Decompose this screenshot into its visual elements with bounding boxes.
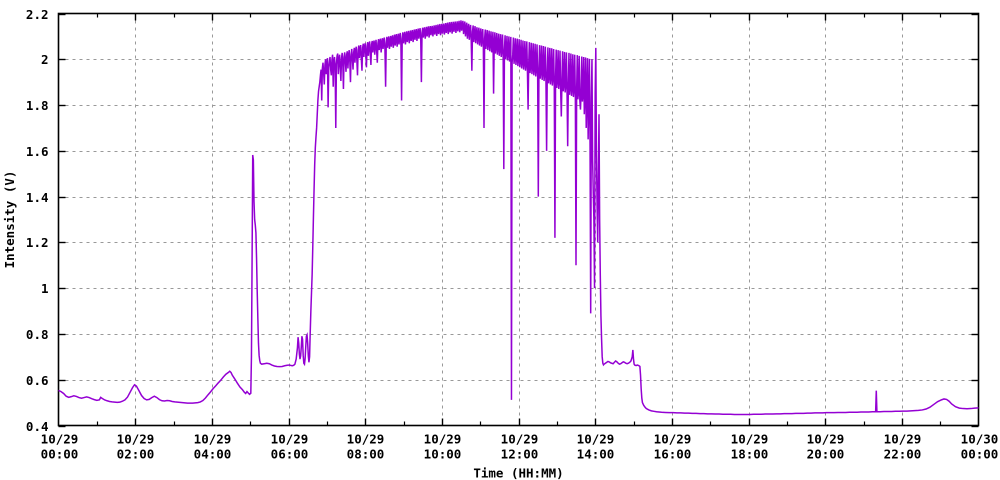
x-tick-time: 20:00 [807, 447, 845, 462]
x-tick-date: 10/29 [654, 432, 692, 447]
y-axis-tick-labels: 0.4 0.6 0.8 1 1.2 1.4 1.6 1.8 2 2.2 [26, 7, 49, 434]
x-tick-time: 00:00 [41, 447, 79, 462]
x-tick-date: 10/29 [884, 432, 922, 447]
y-tick-label: 0.6 [26, 373, 49, 388]
x-tick-date: 10/29 [501, 432, 539, 447]
y-tick-label: 1.4 [26, 190, 49, 205]
grid-lines [58, 13, 979, 426]
x-tick-date: 10/29 [731, 432, 769, 447]
x-tick-time: 06:00 [271, 447, 309, 462]
x-tick-date: 10/29 [424, 432, 462, 447]
plot-frame [57, 12, 980, 427]
y-tick-label: 1.8 [26, 98, 49, 113]
y-axis-title: Intensity (V) [2, 171, 17, 269]
x-tick-time: 22:00 [884, 447, 922, 462]
x-tick-time: 00:00 [961, 447, 999, 462]
x-tick-time: 04:00 [194, 447, 232, 462]
y-tick-label: 1.2 [26, 235, 49, 250]
y-tick-label: 1.6 [26, 144, 49, 159]
y-tick-label: 1 [41, 281, 49, 296]
x-tick-time: 16:00 [654, 447, 692, 462]
x-tick-time: 14:00 [577, 447, 615, 462]
x-tick-date: 10/29 [577, 432, 615, 447]
data-series-line [58, 20, 979, 416]
x-tick-date: 10/29 [807, 432, 845, 447]
y-tick-label: 2 [41, 52, 49, 67]
x-axis-title: Time (HH:MM) [473, 466, 563, 480]
y-tick-label: 2.2 [26, 7, 49, 22]
x-tick-time: 02:00 [117, 447, 155, 462]
tick-marks [58, 13, 979, 428]
x-tick-date: 10/29 [41, 432, 79, 447]
x-tick-date: 10/29 [194, 432, 232, 447]
y-tick-label: 0.8 [26, 327, 49, 342]
x-tick-time: 08:00 [347, 447, 385, 462]
x-tick-date: 10/29 [117, 432, 155, 447]
data-series-group [58, 20, 979, 416]
x-tick-date: 10/30 [961, 432, 999, 447]
x-tick-time: 12:00 [501, 447, 539, 462]
x-tick-time: 10:00 [424, 447, 462, 462]
x-axis-tick-labels: 10/2900:0010/2902:0010/2904:0010/2906:00… [41, 432, 999, 462]
y-tick-label: 0.4 [26, 419, 49, 434]
x-tick-time: 18:00 [731, 447, 769, 462]
x-tick-date: 10/29 [271, 432, 309, 447]
x-tick-date: 10/29 [347, 432, 385, 447]
